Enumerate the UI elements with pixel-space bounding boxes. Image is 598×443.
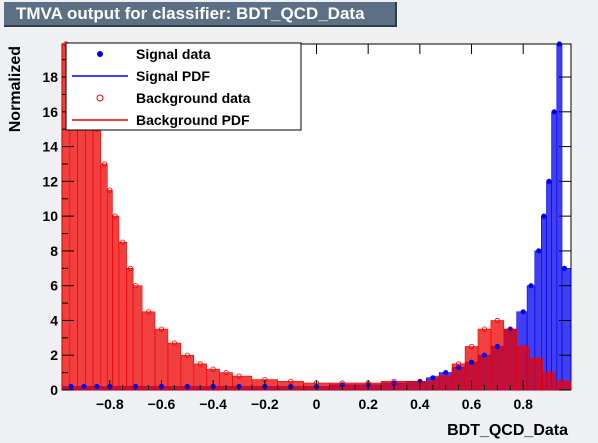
background-data-point [158, 326, 165, 332]
y-tick-label: 12 [42, 173, 58, 189]
legend-background-data-marker [96, 94, 104, 102]
background-pdf-bin [167, 342, 182, 391]
signal-data-point [468, 359, 475, 365]
background-pdf-bin [126, 267, 134, 391]
y-tick-label: 0 [50, 382, 58, 398]
signal-data-point [494, 343, 500, 350]
x-axis: −0.8 −0.6 −0.4 −0.2 0 0.2 0.4 0.6 0.8 [96, 44, 533, 412]
x-tick-label: 0.4 [410, 396, 430, 412]
y-tick-label: 2 [50, 347, 58, 363]
background-pdf-bin [132, 285, 143, 391]
y-tick-label: 18 [42, 69, 58, 85]
x-tick-label: −0.2 [251, 396, 279, 412]
background-data-point [107, 187, 113, 193]
y-axis-title: Normalized [7, 46, 24, 132]
background-data-point [133, 283, 139, 289]
background-data-point [494, 317, 500, 324]
background-data-point [210, 366, 216, 372]
background-data-point [146, 309, 152, 315]
background-data-point [112, 213, 118, 219]
x-tick-label: 0.6 [462, 396, 482, 412]
background-pdf-bin [106, 189, 113, 391]
signal-data-point [455, 364, 462, 370]
signal-data-point [94, 383, 100, 390]
background-data-point [468, 343, 475, 350]
signal-data-point [443, 369, 449, 376]
y-axis: 0 2 4 6 8 10 12 14 16 18 [42, 59, 571, 398]
signal-data-point [81, 383, 87, 390]
background-data-point [127, 265, 134, 271]
background-data-point [102, 161, 108, 167]
legend: Signal data Signal PDF Background data B… [65, 42, 302, 131]
background-data-point [171, 340, 177, 346]
background-data-point [481, 326, 487, 332]
background-pdf-bin [503, 328, 517, 391]
x-tick-label: −0.4 [199, 396, 227, 412]
x-tick-label: −0.6 [148, 396, 176, 412]
signal-data-point [68, 383, 74, 390]
legend-background-data-label: Background data [136, 90, 251, 106]
signal-data-point [541, 213, 547, 219]
background-pdf-bin [432, 375, 453, 391]
x-tick-label: 0.2 [358, 396, 378, 412]
signal-data-point [551, 109, 557, 115]
signal-data-point [536, 248, 542, 254]
signal-data-point [481, 352, 487, 358]
background-data-point [546, 369, 552, 376]
legend-signal-pdf-label: Signal PDF [136, 68, 210, 84]
background-pdf-bin [100, 163, 108, 391]
y-tick-label: 4 [50, 312, 58, 328]
background-pdf-bin [85, 94, 94, 391]
legend-box [65, 42, 302, 131]
background-data-point [533, 356, 539, 362]
background-pdf-bin [477, 328, 492, 391]
signal-pdf-bin [561, 267, 572, 391]
x-tick-label: 0 [313, 396, 321, 412]
y-tick-label: 10 [42, 208, 58, 224]
background-data-point [391, 378, 397, 384]
background-data-point [120, 239, 126, 245]
chart-title: TMVA output for classifier: BDT_QCD_Data [4, 2, 397, 27]
background-data-point [455, 361, 462, 367]
background-data-point [288, 378, 294, 384]
y-tick-label: 16 [42, 104, 58, 120]
background-pdf-bin [542, 372, 556, 391]
legend-signal-data-marker [97, 51, 103, 57]
background-pdf-bin [232, 375, 253, 391]
signal-data-point [556, 41, 563, 47]
signal-pdf-bin [556, 43, 563, 391]
background-pdf-bin [92, 128, 102, 391]
background-pdf-bin [118, 241, 127, 391]
background-data-point [520, 343, 526, 350]
signal-data-point [546, 178, 552, 184]
y-tick-label: 6 [50, 278, 58, 294]
background-data-point [236, 373, 242, 379]
background-pdf-bin [529, 358, 543, 391]
signal-data-point [528, 283, 534, 289]
x-tick-label: −0.8 [96, 396, 124, 412]
x-axis-title: BDT_QCD_Data [447, 422, 568, 439]
background-data-point [443, 373, 449, 379]
y-tick-label: 8 [50, 243, 58, 259]
background-data-point [223, 369, 229, 376]
background-data-point [559, 378, 565, 384]
background-data-point [184, 352, 190, 358]
background-pdf-bin [490, 320, 505, 391]
x-tick-label: 0.8 [513, 396, 533, 412]
signal-data-point [520, 309, 526, 315]
background-pdf-bin [112, 215, 120, 391]
background-data-point [197, 361, 203, 367]
signal-pdf-bin [546, 181, 552, 391]
background-data-point [507, 326, 513, 332]
background-pdf-bin [141, 311, 156, 391]
y-tick-label: 14 [42, 139, 58, 155]
signal-pdf-bin [551, 111, 558, 391]
signal-data-point [561, 265, 568, 271]
signal-data-point [430, 375, 436, 381]
legend-background-pdf-label: Background PDF [136, 112, 250, 128]
legend-signal-data-label: Signal data [136, 46, 211, 62]
